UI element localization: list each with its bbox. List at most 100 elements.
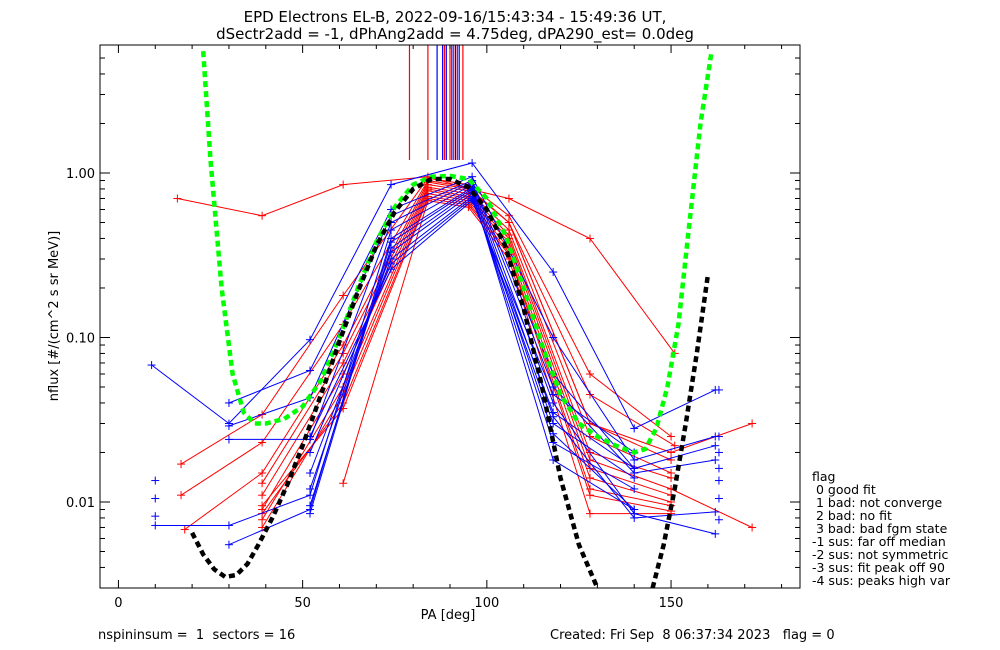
data-point-14-6 bbox=[630, 424, 639, 433]
y-axis-label: nflux [#/(cm^2 s sr MeV)] bbox=[47, 231, 62, 401]
data-point-5-0 bbox=[258, 491, 267, 500]
data-point-13-1 bbox=[748, 523, 757, 532]
data-point-15-0 bbox=[224, 398, 233, 407]
data-point-1-2 bbox=[339, 291, 348, 300]
series-line-2 bbox=[180, 179, 675, 496]
series-line-16 bbox=[228, 179, 716, 469]
data-point-5-6 bbox=[667, 473, 676, 482]
data-point-16-6 bbox=[711, 441, 720, 450]
data-point-3-0 bbox=[180, 525, 189, 534]
data-point-14-2 bbox=[306, 335, 314, 344]
data-point-17-0 bbox=[224, 435, 233, 444]
data-point-15-4 bbox=[549, 333, 558, 342]
fit-curve-black-2 bbox=[650, 274, 711, 588]
edge-mark-right-1 bbox=[714, 432, 723, 441]
data-point-12-3 bbox=[748, 419, 757, 428]
y-tick-label-2: 1.00 bbox=[66, 167, 95, 182]
data-point-14-4 bbox=[468, 159, 477, 168]
series-line-0 bbox=[177, 176, 676, 354]
data-point-21-4 bbox=[630, 505, 639, 514]
data-point-10-5 bbox=[586, 491, 594, 500]
data-point-4-0 bbox=[258, 479, 267, 488]
data-point-11-2 bbox=[464, 203, 473, 212]
footer-left: nspininsum = 1 sectors = 16 bbox=[98, 628, 295, 643]
legend-item-0: 0 good fit bbox=[812, 482, 876, 497]
legend-item-4: -1 sus: far off median bbox=[812, 534, 946, 549]
data-point-23-4 bbox=[630, 473, 639, 482]
series-line-25 bbox=[309, 199, 635, 453]
data-point-19-5 bbox=[630, 513, 639, 522]
edge-mark-left-2 bbox=[151, 512, 160, 521]
edge-mark-right-5 bbox=[714, 494, 723, 503]
legend-item-3: 3 bad: bad fgm state bbox=[812, 521, 948, 536]
data-point-24-0 bbox=[306, 448, 314, 457]
data-point-19-0 bbox=[224, 540, 233, 549]
edge-mark-left-1 bbox=[151, 494, 160, 503]
data-point-2-0 bbox=[177, 491, 186, 500]
data-point-15-1 bbox=[306, 366, 314, 375]
legend-item-1: 1 bad: not converge bbox=[812, 495, 942, 510]
data-point-18-0 bbox=[151, 521, 160, 530]
data-point-22-4 bbox=[630, 484, 639, 493]
fit-curve-green-0 bbox=[200, 50, 714, 455]
legend-item-7: -4 sus: peaks high var bbox=[812, 573, 951, 588]
series-line-17 bbox=[228, 181, 716, 474]
data-point-25-1 bbox=[387, 265, 396, 274]
data-point-0-6 bbox=[586, 234, 594, 243]
data-point-23-3 bbox=[549, 419, 558, 428]
data-point-16-0 bbox=[224, 421, 233, 430]
series-line-13 bbox=[670, 488, 753, 528]
x-tick-label-3: 150 bbox=[659, 596, 684, 611]
y-tick-label-0: 0.01 bbox=[66, 496, 95, 511]
data-point-10-0 bbox=[258, 501, 267, 510]
series-line-1 bbox=[180, 177, 672, 465]
legend-item-5: -2 sus: not symmetric bbox=[812, 547, 948, 562]
data-point-2-6 bbox=[586, 390, 594, 399]
x-axis-label: PA [deg] bbox=[421, 608, 476, 623]
data-point-0-1 bbox=[258, 211, 267, 220]
data-point-12-0 bbox=[504, 218, 513, 227]
data-point-20-0 bbox=[306, 509, 314, 518]
data-point-19-6 bbox=[711, 507, 720, 516]
data-point-25-2 bbox=[468, 196, 477, 205]
legend-item-2: 2 bad: no fit bbox=[812, 508, 892, 523]
data-point-1-6 bbox=[586, 369, 594, 378]
data-point-11-0 bbox=[339, 479, 348, 488]
x-tick-label-2: 100 bbox=[474, 596, 499, 611]
edge-mark-right-2 bbox=[714, 448, 723, 457]
series-line-14 bbox=[151, 162, 716, 430]
data-point-18-7 bbox=[711, 529, 720, 538]
legend: flag 0 good fit 1 bad: not converge 2 ba… bbox=[812, 469, 951, 588]
legend-title: flag bbox=[812, 469, 835, 484]
footer-right: Created: Fri Sep 8 06:37:34 2023 flag = … bbox=[550, 628, 835, 643]
data-point-22-0 bbox=[306, 484, 314, 493]
chart-title-line1: EPD Electrons EL-B, 2022-09-16/15:43:34 … bbox=[244, 8, 667, 26]
series-line-8 bbox=[261, 193, 672, 528]
data-point-3-1 bbox=[258, 469, 267, 478]
edge-mark-right-6 bbox=[714, 515, 723, 524]
data-point-0-5 bbox=[504, 194, 513, 203]
data-point-14-5 bbox=[549, 268, 558, 277]
chart-title-line2: dSectr2add = -1, dPhAng2add = 4.75deg, d… bbox=[216, 25, 694, 44]
series-line-7 bbox=[261, 190, 672, 520]
series-line-21 bbox=[309, 189, 635, 510]
data-point-21-0 bbox=[306, 501, 314, 510]
data-point-0-2 bbox=[339, 180, 348, 189]
data-point-14-0 bbox=[147, 361, 156, 370]
data-point-11-4 bbox=[586, 509, 594, 518]
plot-area: 0 50 100 150 0.01 0.10 1.00 bbox=[66, 44, 801, 611]
y-tick-label-1: 0.10 bbox=[66, 331, 95, 346]
edge-mark-left-0 bbox=[151, 476, 160, 485]
legend-item-6: -3 sus: fit peak off 90 bbox=[812, 560, 945, 575]
series-line-18 bbox=[155, 183, 716, 535]
data-point-1-7 bbox=[667, 432, 676, 441]
data-point-17-6 bbox=[711, 455, 720, 464]
data-point-18-1 bbox=[224, 521, 233, 530]
data-point-1-0 bbox=[177, 460, 186, 469]
data-point-0-0 bbox=[173, 194, 182, 203]
edge-mark-right-3 bbox=[714, 464, 723, 473]
data-point-25-3 bbox=[549, 390, 558, 399]
series-line-19 bbox=[228, 186, 716, 546]
data-point-24-3 bbox=[549, 408, 558, 417]
